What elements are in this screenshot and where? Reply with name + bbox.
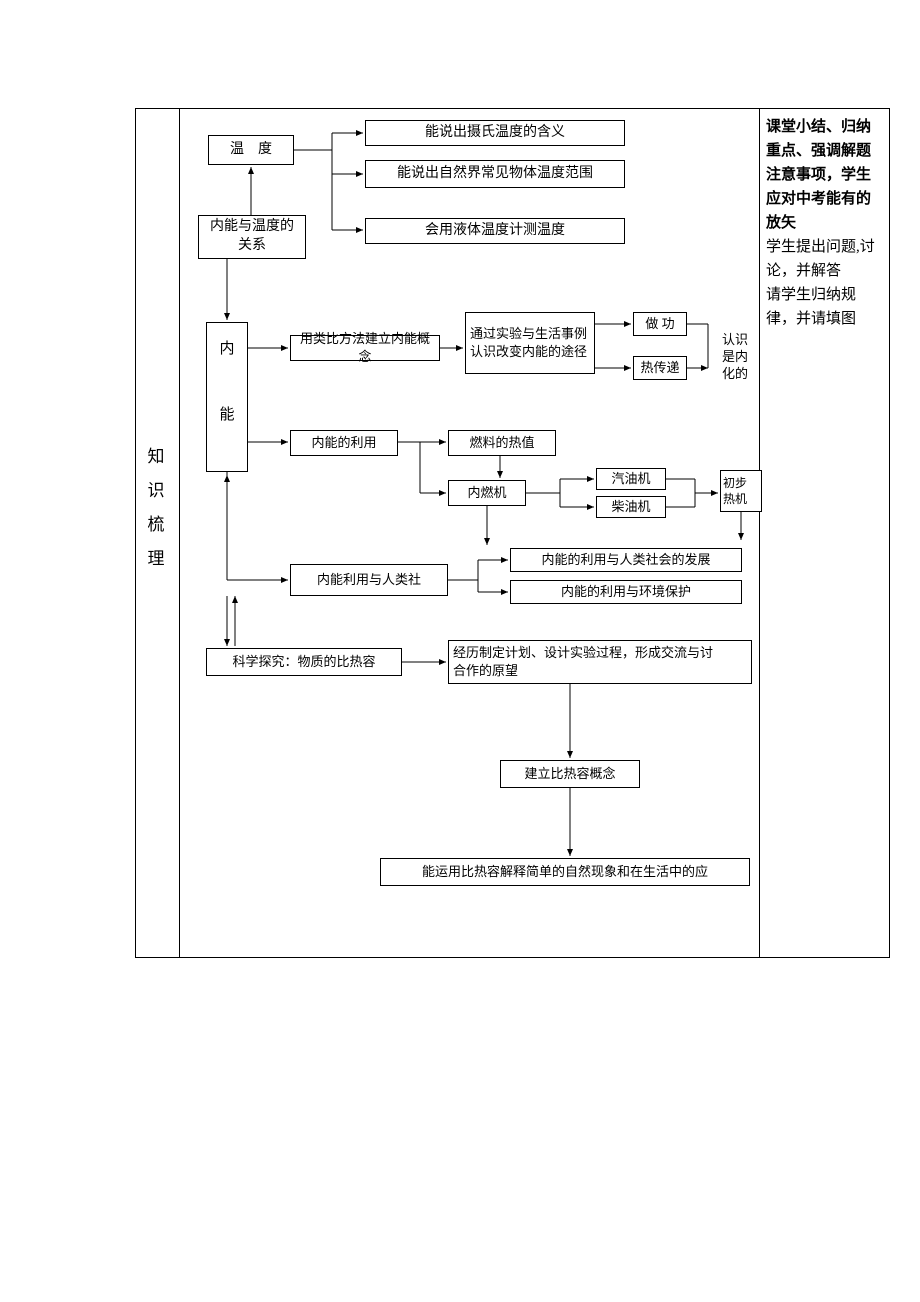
- node-chaiyouji: 柴油机: [596, 496, 666, 518]
- node-yeti: 会用液体温度计测温度: [365, 218, 625, 244]
- node-tanjiu: 科学探究：物质的比热容: [206, 648, 402, 676]
- node-huanbao: 内能的利用与环境保护: [510, 580, 742, 604]
- node-qiyouji: 汽油机: [596, 468, 666, 490]
- left-vertical-label: 知识梳理: [146, 440, 166, 576]
- node-shiyan: 通过实验与生活事例认识改变内能的途径: [465, 312, 595, 374]
- node-leibi: 用类比方法建立内能概念: [290, 335, 440, 361]
- text-renshi: 认识 是内 化的: [722, 332, 762, 383]
- node-zuogong: 做 功: [633, 312, 687, 336]
- node-sheshi: 能说出摄氏温度的含义: [365, 120, 625, 146]
- page: 知识梳理 温 度 能说出摄氏温度的含义 能说出自然界常见物体温度范围 会用液体温…: [0, 0, 920, 1302]
- node-neinengwendu: 内能与温度的关系: [198, 215, 306, 259]
- node-rezhi: 燃料的热值: [448, 430, 556, 456]
- node-renlei: 内能利用与人类社: [290, 564, 448, 596]
- side-panel: 课堂小结、归纳重点、强调解题注意事项，学生应对中考能有的放矢 学生提出问题,讨论…: [760, 108, 890, 958]
- node-neiranji: 内燃机: [448, 480, 526, 506]
- node-jingli: 经历制定计划、设计实验过程，形成交流与讨 合作的原望: [448, 640, 752, 684]
- node-jianli: 建立比热容概念: [500, 760, 640, 788]
- node-neineng: 内 能: [206, 322, 248, 472]
- node-ziran: 能说出自然界常见物体温度范围: [365, 160, 625, 188]
- node-liyong: 内能的利用: [290, 430, 398, 456]
- node-rechuandi: 热传递: [633, 356, 687, 380]
- side-normal-text: 学生提出问题,讨论，并解答 请学生归纳规律，并请填图: [766, 235, 883, 331]
- node-fazhan: 内能的利用与人类社会的发展: [510, 548, 742, 572]
- side-bold-text: 课堂小结、归纳重点、强调解题注意事项，学生应对中考能有的放矢: [766, 115, 883, 235]
- node-chubu: 初步 热机: [720, 470, 762, 512]
- node-yunyong: 能运用比热容解释简单的自然现象和在生活中的应: [380, 858, 750, 886]
- node-wendu: 温 度: [208, 135, 294, 165]
